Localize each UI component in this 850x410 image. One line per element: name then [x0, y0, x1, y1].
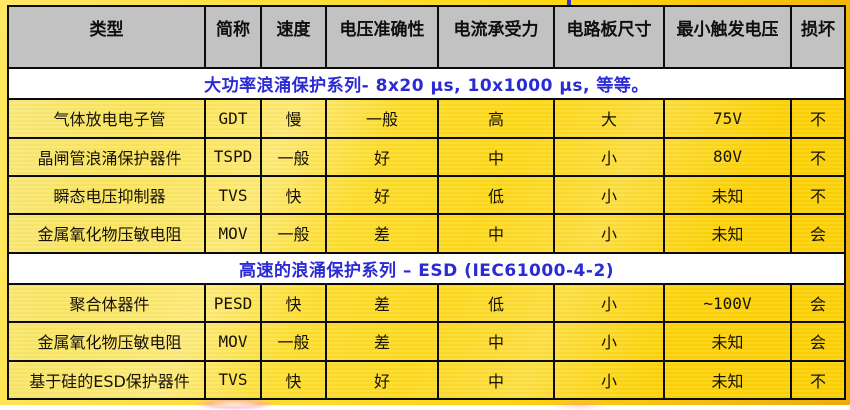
surge-protection-comparison-table: 类型 简称 速度 电压准确性 电流承受力 电路板尺寸 最小触发电压 损坏 大功率浪涌保护系列-…	[7, 5, 846, 401]
cell-current-capacity: 中	[437, 321, 555, 362]
cell-board-size: 小	[553, 174, 665, 216]
cell-voltage-accuracy: 差	[325, 282, 439, 324]
table-row: 气体放电电子管 GDT 慢一般高大 75V 不	[7, 98, 846, 139]
cell-current-capacity: 中	[437, 136, 555, 177]
column-header-voltage-accuracy: 电压准确性	[325, 5, 439, 69]
cell-abbr: GDT	[204, 98, 262, 139]
cell-type: 金属氧化物压敏电阻	[7, 321, 206, 362]
cell-voltage-accuracy: 差	[325, 321, 439, 362]
cell-board-size: 小	[553, 136, 665, 177]
cell-board-size: 小	[553, 321, 665, 362]
table-header-row: 类型 简称 速度 电压准确性 电流承受力 电路板尺寸 最小触发电压 损坏	[7, 5, 846, 69]
section-title: 大功率浪涌保护系列- 8x20 μs, 10x1000 μs, 等等。	[7, 66, 846, 101]
table-row: 晶闸管浪涌保护器件 TSPD 一般好中小 80V 不	[7, 136, 846, 177]
pink-swoosh-right	[548, 400, 608, 410]
cell-damage: 会	[790, 282, 846, 324]
cell-min-trigger-voltage: 未知	[663, 321, 792, 362]
cell-current-capacity: 中	[437, 359, 555, 401]
column-header-damage: 损坏	[790, 5, 846, 69]
cell-speed: 快	[260, 282, 327, 324]
table-row: 金属氧化物压敏电阻 MOV 一般差中小未知会	[7, 213, 846, 254]
cell-damage: 会	[790, 213, 846, 254]
cell-abbr: TSPD	[204, 136, 262, 177]
column-header-current-capacity: 电流承受力	[437, 5, 555, 69]
cell-voltage-accuracy: 一般	[325, 98, 439, 139]
cell-board-size: 大	[553, 98, 665, 139]
table-row: 聚合体器件 PESD 快差低小 ~100V 会	[7, 282, 846, 324]
cell-voltage-accuracy: 差	[325, 213, 439, 254]
cell-damage: 不	[790, 98, 846, 139]
cell-abbr: PESD	[204, 282, 262, 324]
table-row: 瞬态电压抑制器 TVS 快好低小未知不	[7, 174, 846, 216]
cell-type: 晶闸管浪涌保护器件	[7, 136, 206, 177]
cell-type: 瞬态电压抑制器	[7, 174, 206, 216]
cell-speed: 一般	[260, 136, 327, 177]
cell-damage: 不	[790, 174, 846, 216]
cell-speed: 快	[260, 174, 327, 216]
cell-min-trigger-voltage: ~100V	[663, 282, 792, 324]
cell-board-size: 小	[553, 359, 665, 401]
cell-speed: 慢	[260, 98, 327, 139]
section-title: 高速的浪涌保护系列 – ESD (IEC61000-4-2)	[7, 251, 846, 285]
cell-min-trigger-voltage: 80V	[663, 136, 792, 177]
column-header-min-trigger-voltage: 最小触发电压	[663, 5, 792, 69]
cell-type: 基于硅的ESD保护器件	[7, 359, 206, 401]
cell-current-capacity: 低	[437, 282, 555, 324]
cell-damage: 会	[790, 321, 846, 362]
top-blue-tick	[567, 0, 571, 5]
cell-abbr: TVS	[204, 359, 262, 401]
cell-abbr: MOV	[204, 213, 262, 254]
cell-type: 气体放电电子管	[7, 98, 206, 139]
cell-voltage-accuracy: 好	[325, 136, 439, 177]
cell-current-capacity: 低	[437, 174, 555, 216]
cell-damage: 不	[790, 359, 846, 401]
cell-min-trigger-voltage: 未知	[663, 174, 792, 216]
section-title-row: 高速的浪涌保护系列 – ESD (IEC61000-4-2)	[7, 251, 846, 285]
table-row: 基于硅的ESD保护器件 TVS 快好中小未知不	[7, 359, 846, 401]
cell-min-trigger-voltage: 未知	[663, 213, 792, 254]
cell-abbr: TVS	[204, 174, 262, 216]
table-row: 金属氧化物压敏电阻 MOV 一般差中小未知会	[7, 321, 846, 362]
cell-board-size: 小	[553, 213, 665, 254]
column-header-type: 类型	[7, 5, 206, 69]
cell-voltage-accuracy: 好	[325, 359, 439, 401]
cell-voltage-accuracy: 好	[325, 174, 439, 216]
cell-abbr: MOV	[204, 321, 262, 362]
cell-current-capacity: 高	[437, 98, 555, 139]
column-header-abbr: 简称	[204, 5, 262, 69]
cell-board-size: 小	[553, 282, 665, 324]
cell-type: 聚合体器件	[7, 282, 206, 324]
cell-damage: 不	[790, 136, 846, 177]
column-header-board-size: 电路板尺寸	[553, 5, 665, 69]
column-header-speed: 速度	[260, 5, 327, 69]
cell-speed: 快	[260, 359, 327, 401]
cell-min-trigger-voltage: 未知	[663, 359, 792, 401]
cell-speed: 一般	[260, 213, 327, 254]
cell-type: 金属氧化物压敏电阻	[7, 213, 206, 254]
cell-min-trigger-voltage: 75V	[663, 98, 792, 139]
cell-current-capacity: 中	[437, 213, 555, 254]
cell-speed: 一般	[260, 321, 327, 362]
section-title-row: 大功率浪涌保护系列- 8x20 μs, 10x1000 μs, 等等。	[7, 66, 846, 101]
